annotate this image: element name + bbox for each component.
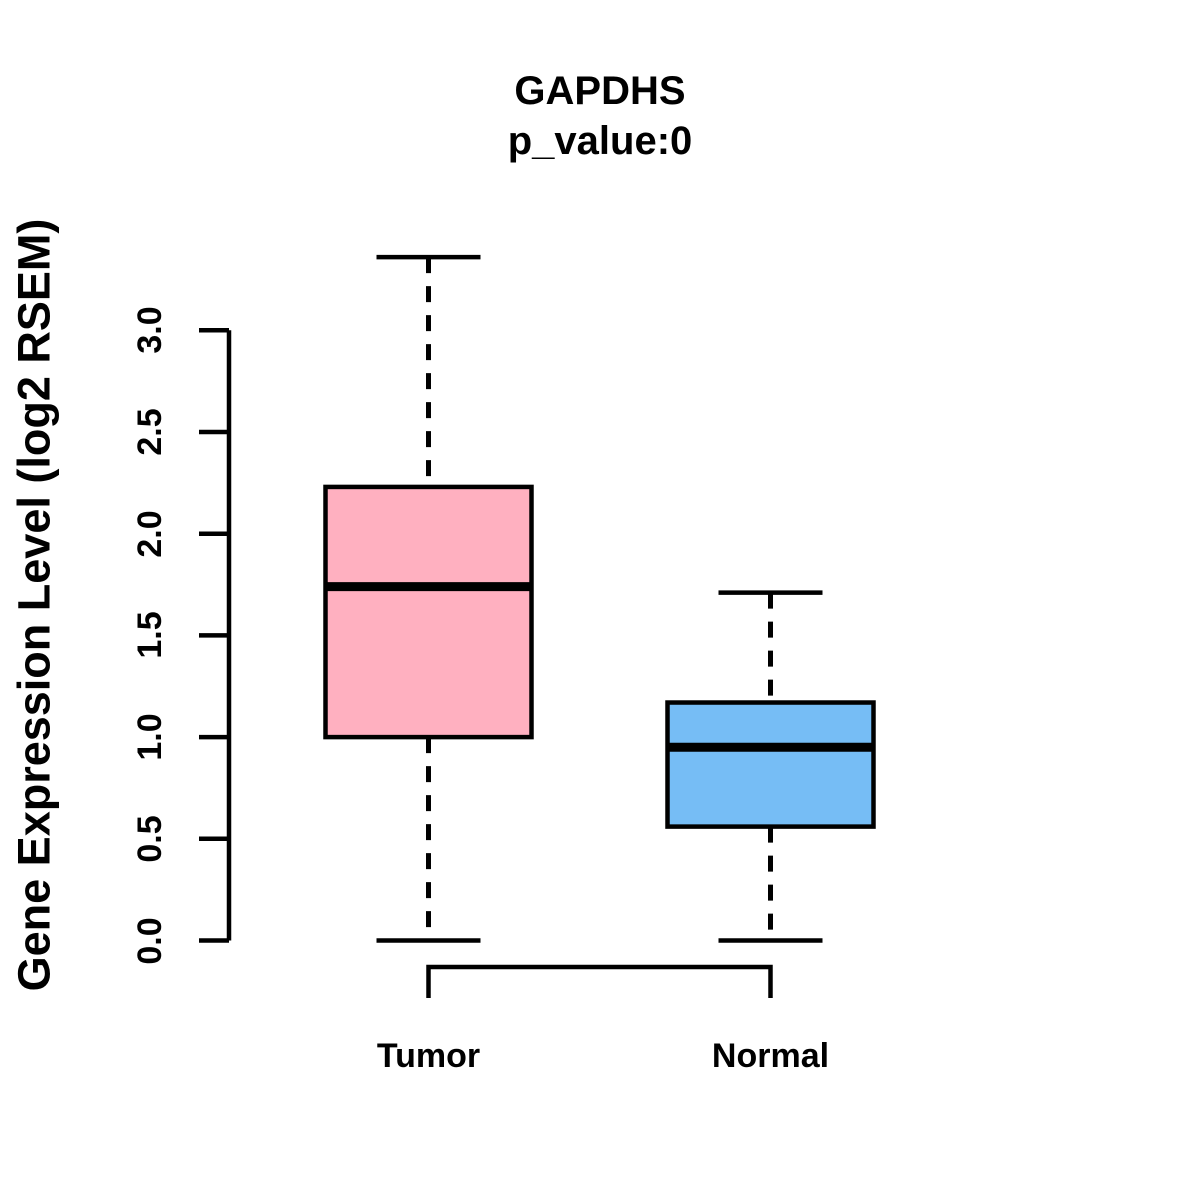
box-normal [665, 700, 876, 829]
y-tick-label: 0.0 [131, 916, 169, 965]
chart-title: GAPDHS [514, 69, 686, 113]
y-tick-label: 2.5 [131, 408, 169, 456]
chart-subtitle: p_value:0 [507, 119, 693, 163]
category-label-tumor: Tumor [376, 1037, 481, 1075]
y-tick-label: 1.5 [131, 611, 169, 660]
category-label-normal: Normal [711, 1037, 830, 1075]
y-tick-label: 2.0 [131, 510, 169, 558]
y-axis-label: Gene Expression Level (log2 RSEM) [8, 218, 60, 992]
y-tick-label: 3.0 [131, 306, 169, 354]
y-tick-label: 0.5 [131, 815, 169, 863]
box-tumor [323, 484, 534, 740]
y-tick-label: 1.0 [131, 713, 169, 761]
x-axis-line [426, 964, 773, 998]
